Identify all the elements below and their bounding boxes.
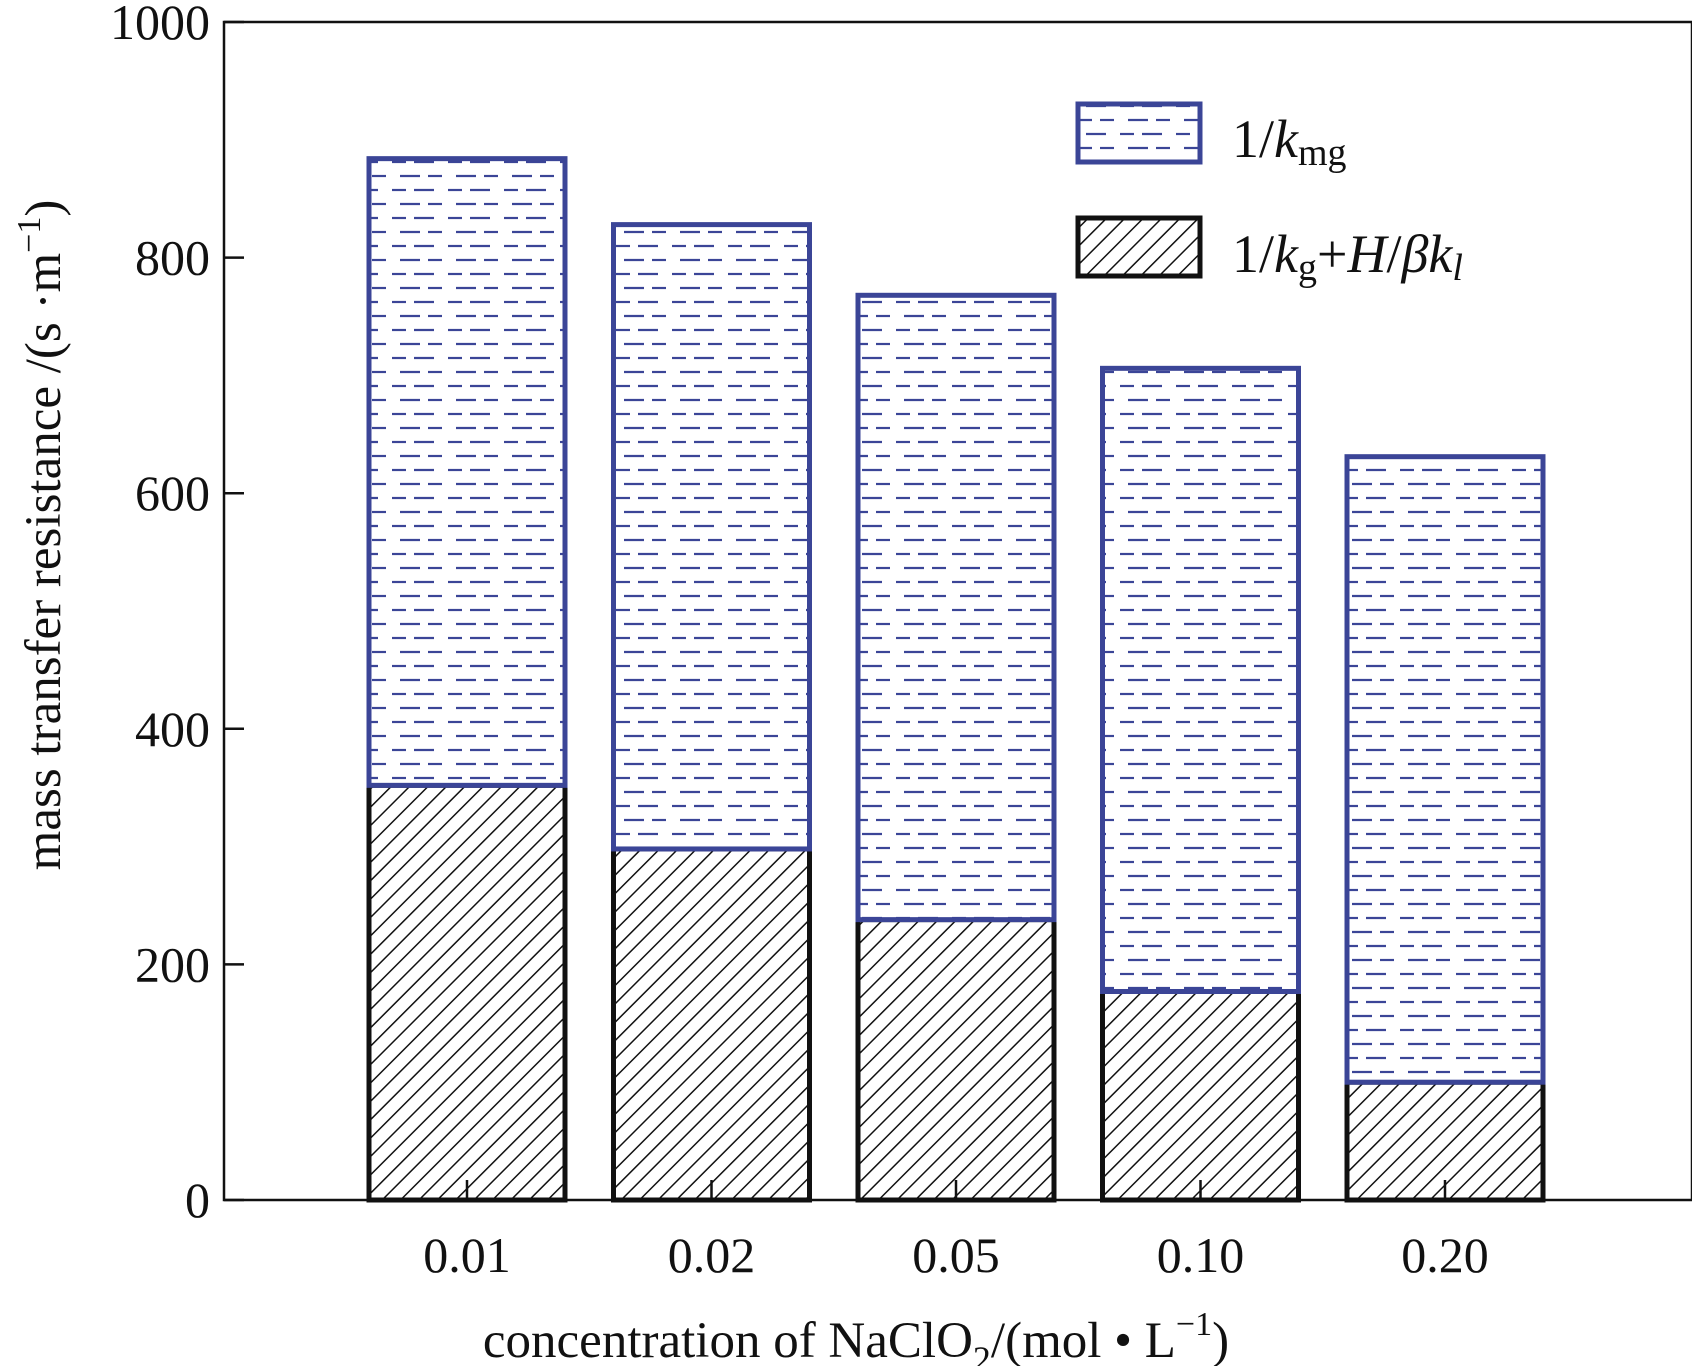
- x-tick-label: 0.01: [423, 1227, 511, 1283]
- plot-frame: [222, 20, 1692, 1202]
- y-tick-label: 400: [135, 701, 210, 757]
- y-axis-ticks: [224, 20, 244, 1202]
- x-tick-label: 0.10: [1157, 1227, 1245, 1283]
- bar-kg-hbkl-0.05: [855, 917, 1057, 1203]
- bar-kmg-0.10: [1100, 365, 1301, 994]
- x-axis-label: concentration of NaClO2/(mol • L−1): [483, 1306, 1229, 1366]
- x-tick-label: 0.20: [1401, 1227, 1489, 1283]
- legend-swatch-kmg: [1075, 101, 1203, 165]
- x-tick-label: 0.02: [668, 1227, 756, 1283]
- x-tick-label: 0.05: [912, 1227, 1000, 1283]
- bar-kmg-0.20: [1344, 454, 1546, 1085]
- bars-group: [366, 156, 1546, 1203]
- y-tick-label: 1000: [110, 0, 210, 50]
- bar-kg-hbkl-0.10: [1100, 988, 1301, 1203]
- x-axis-tick-labels: 0.01 0.02 0.05 0.10 0.20: [423, 1227, 1489, 1283]
- y-tick-label: 800: [135, 230, 210, 286]
- bar-kg-hbkl-0.02: [611, 846, 812, 1203]
- bar-kmg-0.05: [855, 292, 1057, 923]
- y-tick-label: 600: [135, 465, 210, 521]
- legend-label-kmg: 1/kmg: [1232, 109, 1347, 174]
- bar-kg-hbkl-0.01: [366, 782, 568, 1203]
- legend-swatch-kg-hbkl: [1075, 215, 1203, 279]
- legend: 1/kmg 1/kg+H/βkl: [1075, 101, 1463, 289]
- y-tick-label: 0: [185, 1172, 210, 1228]
- legend-label-kg-hbkl: 1/kg+H/βkl: [1232, 224, 1463, 289]
- y-axis-tick-labels: 0 200 400 600 800 1000: [110, 0, 210, 1228]
- y-tick-label: 200: [135, 936, 210, 992]
- bar-kmg-0.02: [611, 222, 812, 852]
- y-axis-label: mass transfer resistance /(s ·m−1): [11, 200, 72, 871]
- bar-kmg-0.01: [366, 156, 568, 788]
